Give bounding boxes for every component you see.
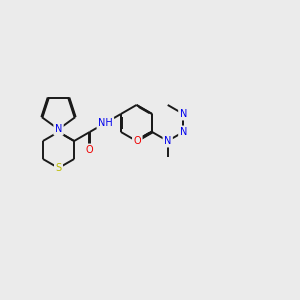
- Text: N: N: [180, 109, 187, 119]
- Text: N: N: [164, 136, 171, 146]
- Text: N: N: [55, 124, 62, 134]
- Text: S: S: [56, 163, 62, 173]
- Text: O: O: [134, 136, 141, 146]
- Text: N: N: [180, 127, 187, 137]
- Text: NH: NH: [98, 118, 113, 128]
- Text: O: O: [86, 145, 94, 155]
